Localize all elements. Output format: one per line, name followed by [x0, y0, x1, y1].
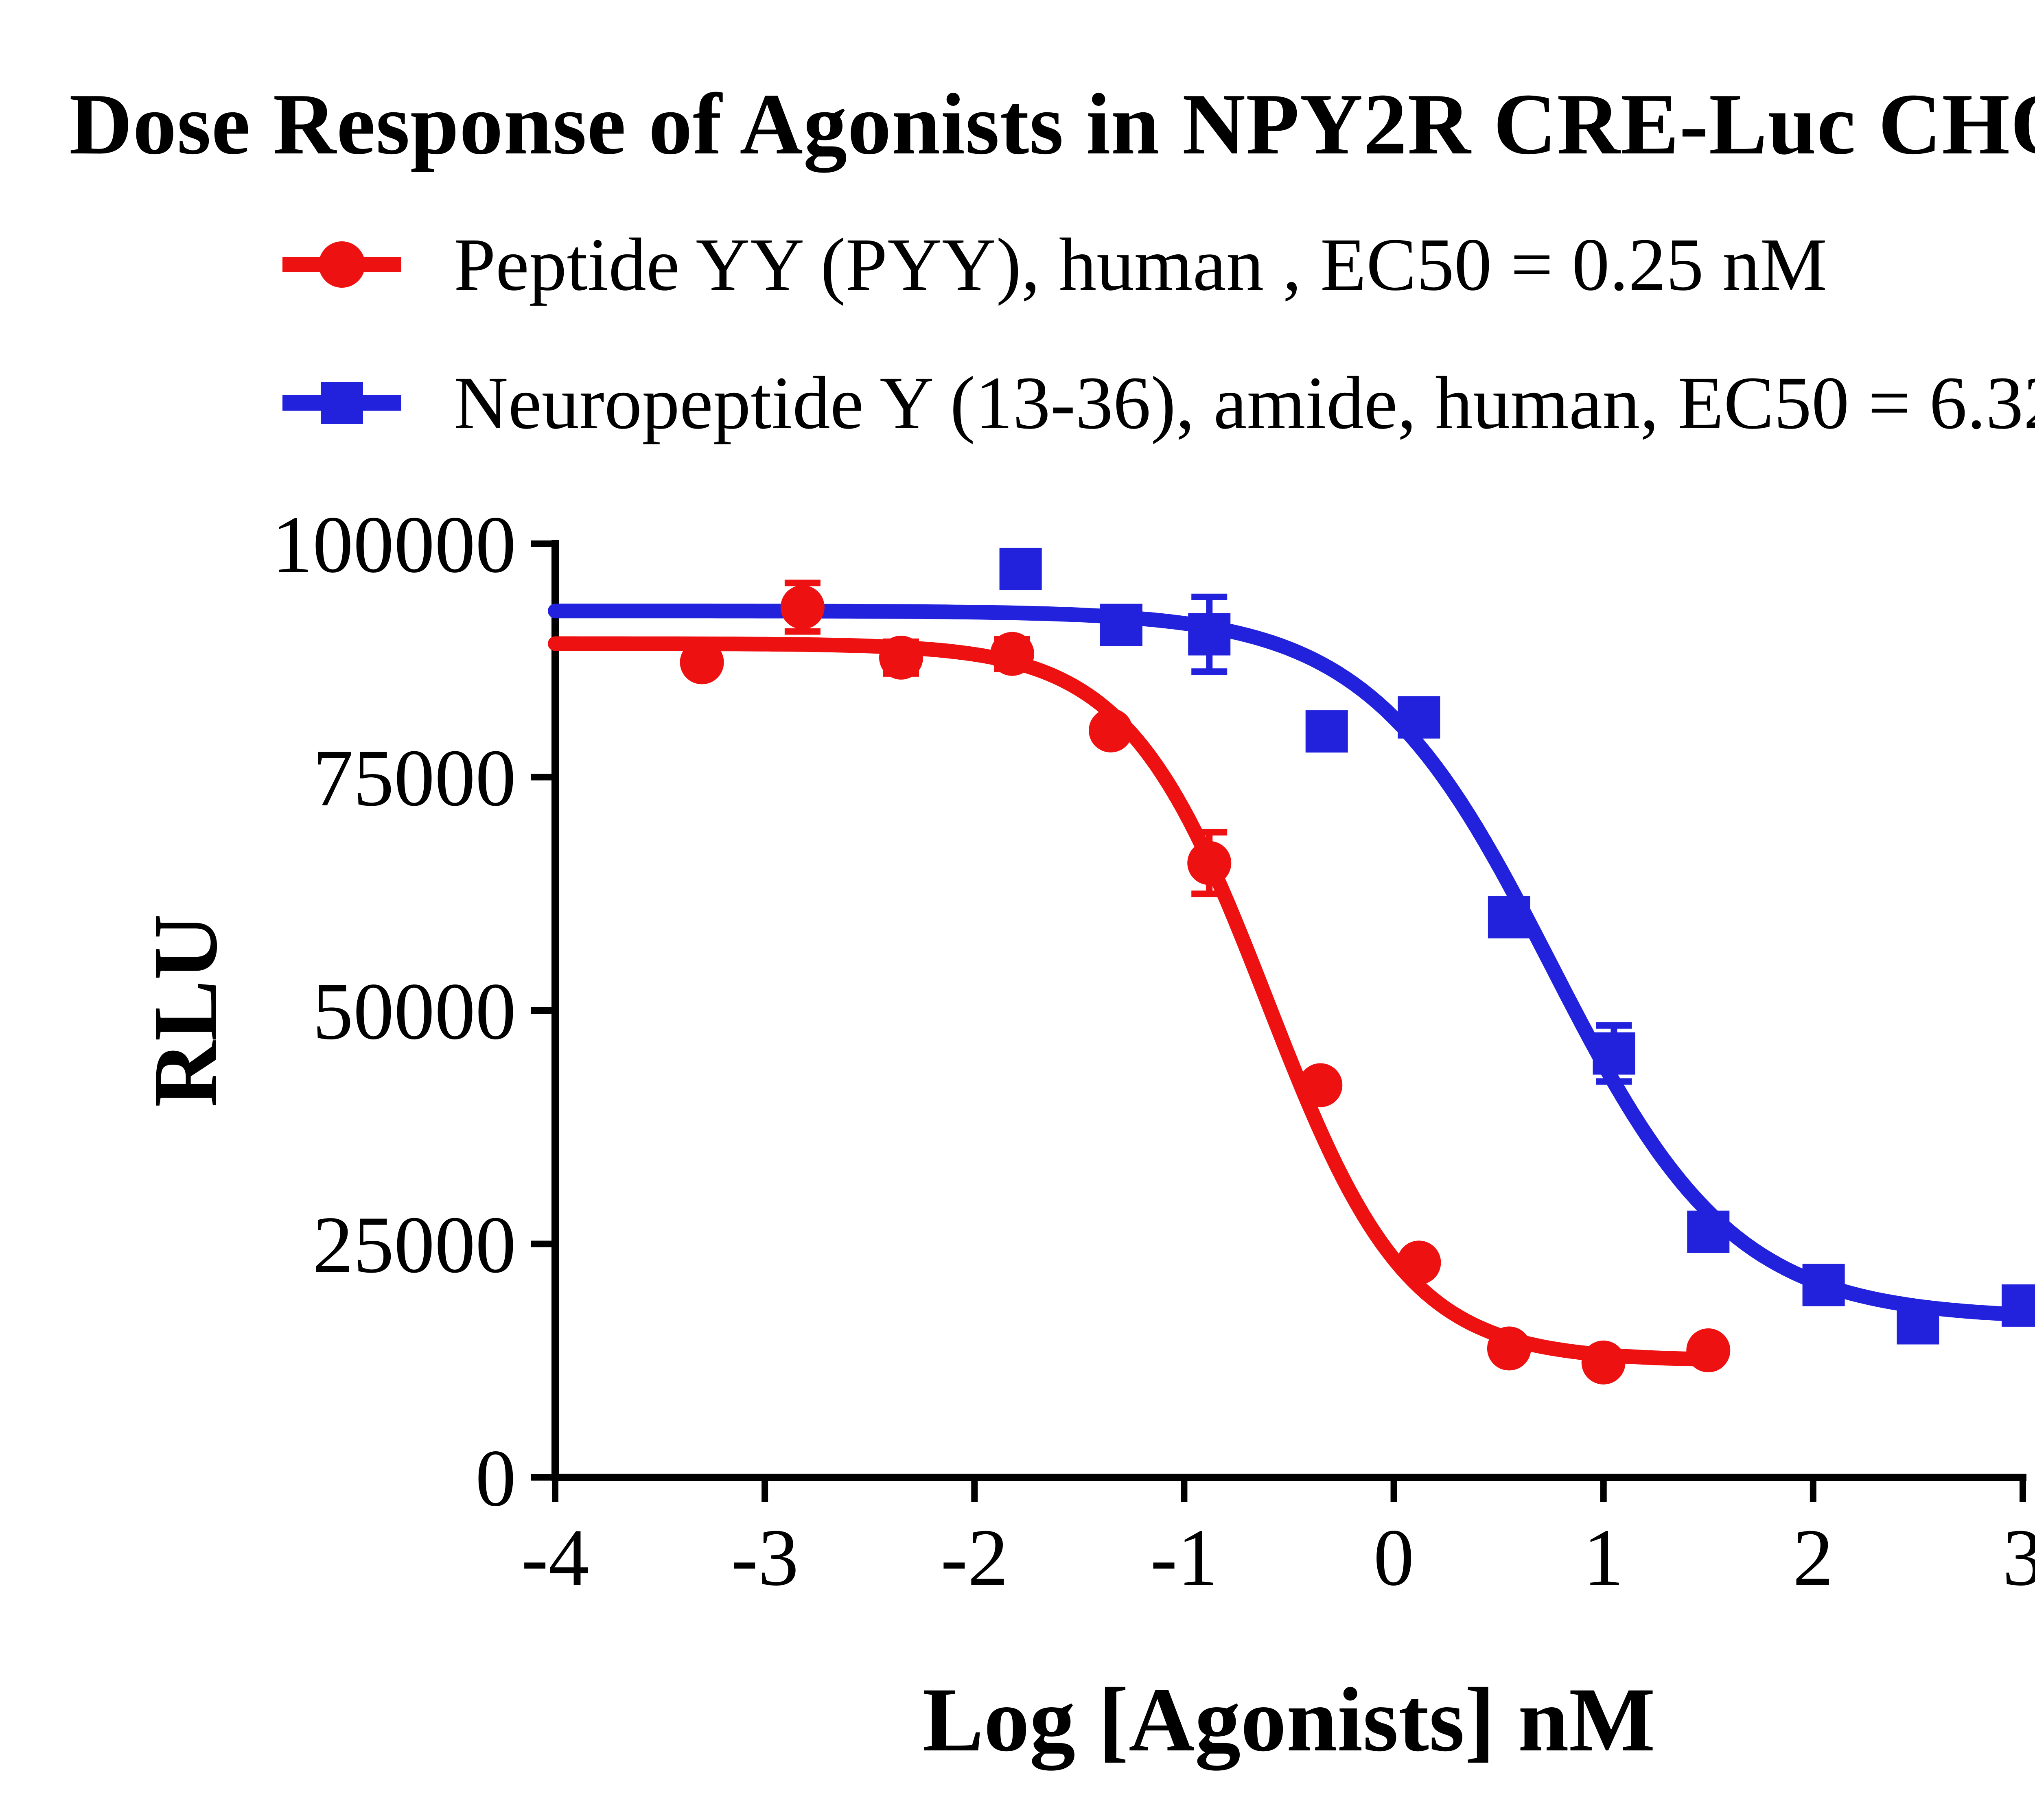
data-point-series-0 [1187, 841, 1232, 885]
legend-marker-circle-red [282, 241, 401, 288]
x-tick-label: -2 [941, 1513, 1009, 1603]
data-point-series-1 [1488, 896, 1530, 938]
y-tick-label: 75000 [313, 733, 516, 823]
data-point-series-0 [990, 632, 1035, 676]
legend-label-pyy: Peptide YY (PYY), human , EC50 = 0.25 nM [454, 223, 1827, 306]
data-point-series-0 [780, 585, 825, 629]
y-tick-label: 0 [475, 1433, 516, 1523]
curve-series-1 [548, 604, 2030, 1322]
data-point-series-1 [999, 547, 1042, 590]
data-point-series-1 [1687, 1210, 1730, 1253]
legend-label-npy: Neuropeptide Y (13-36), amide, human, EC… [454, 361, 2035, 445]
data-point-series-0 [1298, 1063, 1343, 1107]
legend-item-npy: Neuropeptide Y (13-36), amide, human, EC… [281, 361, 2035, 445]
data-point-series-1 [2002, 1284, 2035, 1327]
data-point-series-0 [680, 640, 724, 685]
data-point-series-0 [1487, 1326, 1531, 1371]
chart-title: Dose Response of Agonists in NPY2R CRE-L… [69, 75, 2035, 173]
y-tick-label: 100000 [272, 500, 516, 590]
data-point-series-0 [1581, 1340, 1626, 1385]
x-tick-label: 1 [1583, 1513, 1624, 1603]
x-tick-label: 2 [1793, 1513, 1834, 1603]
data-point-series-1 [1305, 710, 1348, 753]
data-point-series-1 [1398, 696, 1440, 739]
y-tick-label: 25000 [313, 1200, 516, 1290]
x-axis-title: Log [Agonists] nM [922, 1669, 1656, 1770]
x-tick-label: -3 [731, 1513, 799, 1603]
curve-series-0 [548, 636, 1716, 1367]
data-point-series-1 [1897, 1302, 1939, 1345]
legend-item-pyy: Peptide YY (PYY), human , EC50 = 0.25 nM [281, 223, 2035, 306]
y-axis-title: RLU [134, 914, 236, 1107]
legend-marker-square-blue [282, 382, 401, 424]
data-point-series-1 [1593, 1032, 1635, 1075]
data-point-series-1 [1100, 604, 1142, 646]
y-tick-label: 50000 [313, 967, 516, 1057]
data-point-series-1 [1188, 613, 1231, 656]
x-tick-label: -1 [1150, 1513, 1218, 1603]
x-tick-label: 0 [1374, 1513, 1414, 1603]
data-point-series-1 [1802, 1264, 1845, 1306]
data-point-series-0 [879, 635, 923, 680]
legend: Peptide YY (PYY), human , EC50 = 0.25 nM… [281, 223, 2035, 505]
data-point-series-0 [1089, 708, 1133, 752]
data-point-series-0 [1397, 1240, 1441, 1285]
data-point-series-0 [1686, 1328, 1731, 1373]
x-tick-label: 3 [2002, 1513, 2035, 1603]
x-tick-label: -4 [521, 1513, 589, 1603]
